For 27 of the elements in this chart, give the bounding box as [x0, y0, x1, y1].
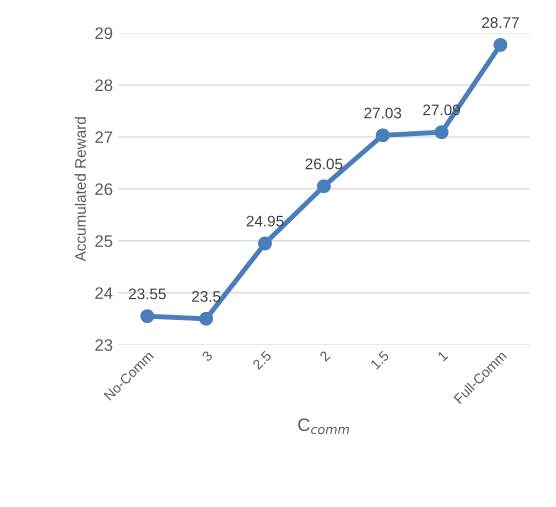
point	[316, 179, 331, 194]
point	[258, 236, 272, 250]
y-tick-label: 24	[95, 287, 113, 299]
data-label: 26.05	[306, 158, 342, 170]
y-tick-label: 23	[95, 339, 112, 351]
point	[493, 38, 508, 52]
point	[140, 309, 154, 324]
x-tick-label: 2	[319, 350, 330, 362]
data-label: 23.55	[128, 288, 166, 300]
x-tick-label: 3	[201, 350, 213, 362]
y-tick-label: 29	[95, 27, 112, 40]
point	[376, 128, 390, 142]
data-label: 23.5	[192, 291, 220, 302]
x-tick-label: 1.5	[370, 350, 390, 370]
y-tick-label: 27	[95, 131, 112, 143]
point	[199, 312, 214, 326]
x-tick-label: 2.5	[252, 350, 272, 370]
x-axis-title: C$_{comm}$	[298, 418, 349, 434]
data-label: 28.77	[482, 17, 519, 28]
data-label: 27.03	[364, 108, 402, 118]
data-label: 24.95	[246, 216, 284, 227]
x-tick-label: 1	[437, 350, 448, 362]
y-tick-label: 28	[95, 79, 112, 92]
y-tick-label: 26	[95, 183, 112, 196]
y-tick-label: 25	[95, 235, 112, 248]
y-axis-title: Accumulated Reward	[74, 117, 86, 262]
point	[434, 125, 449, 140]
